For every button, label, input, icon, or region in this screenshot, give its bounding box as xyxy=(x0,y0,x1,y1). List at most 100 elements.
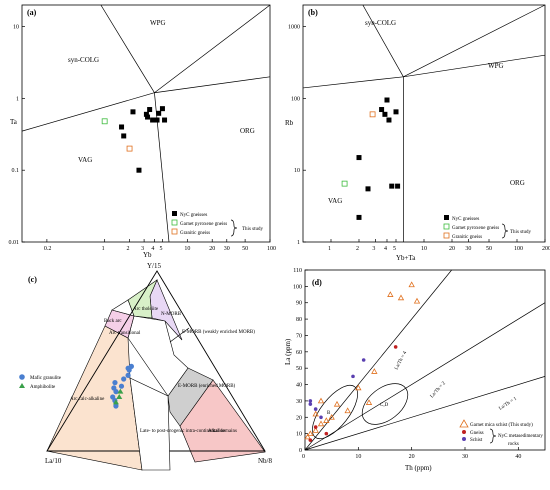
panel-d-point-schist xyxy=(308,402,313,406)
panel-d-ytick-label: 40 xyxy=(296,383,302,389)
panel-d-ratio-line xyxy=(304,269,452,451)
panel-b-point-nyc xyxy=(379,107,385,113)
panel-d-point-garnet xyxy=(387,291,394,297)
panel-d-ytick-label: 90 xyxy=(296,301,302,307)
panel-b-xtick-label: 3 xyxy=(372,246,375,252)
panel-a-point-nyc xyxy=(147,107,153,113)
panel-d-ytick-label: 80 xyxy=(296,317,302,323)
panel-b-field-org: ORG xyxy=(510,179,525,187)
label-late-post: Late- to post-orogenic intra-continental… xyxy=(140,429,237,434)
ellipse-cd-label: C,D xyxy=(380,403,389,408)
panel-d-point-schist xyxy=(313,407,318,411)
panel-b-point-nyc xyxy=(389,183,395,189)
panel-d-point-schist xyxy=(308,399,313,403)
panel-a-xtick-label: 3 xyxy=(141,246,144,252)
legend-d-garnet: Garnet mica schist (This study) xyxy=(470,423,533,428)
panel-d-point-garnet xyxy=(317,397,325,404)
panel-d-point-garnet xyxy=(397,294,405,301)
panel-b-point-gr xyxy=(369,111,376,118)
panel-a-point-nyc xyxy=(156,110,162,116)
panel-b-ytick-label: 10 xyxy=(294,168,300,174)
apex-left: La/10 xyxy=(45,457,62,465)
panel-d-point-garnet xyxy=(371,368,378,374)
panel-d-point-garnet xyxy=(344,407,351,414)
panel-a-point-gr xyxy=(126,145,133,152)
panel-b-field-vag: VAG xyxy=(328,197,342,205)
panel-d-point-garnet xyxy=(365,399,373,405)
legend-c-mafic-marker xyxy=(19,374,25,380)
legend-d-nyc-meta: NyC metasedimentary xyxy=(498,434,543,439)
panel-b-xtick-label: 50 xyxy=(486,246,492,252)
panel-d-point-garnet xyxy=(317,420,325,427)
region-late-post xyxy=(129,377,171,471)
panel-a-field-syncolg: syn-COLG xyxy=(68,56,99,64)
panel-c-point-mafic xyxy=(112,380,118,386)
legend-b-gr: Granitic gneiss xyxy=(452,235,482,240)
panel-a-point-nyc xyxy=(119,124,125,130)
e-morb-arrow xyxy=(169,327,190,343)
panel-d-point-garnet xyxy=(323,417,330,423)
panel-a-boundary-line xyxy=(21,92,155,132)
legend-d-garnet-marker xyxy=(459,419,469,428)
panel-b-point-nyc xyxy=(384,97,390,103)
panel-b-point-gp xyxy=(341,180,348,187)
line-label-2: La/Th = 2 xyxy=(430,381,447,400)
panel-d-ytick-label: 0 xyxy=(299,448,302,454)
panel-b-field-syncolg: syn-COLG xyxy=(365,19,396,27)
panel-d-ylabel: La (ppm) xyxy=(284,338,292,365)
label-arc-transitional: Arc transitional xyxy=(109,331,141,336)
panel-a-boundaries xyxy=(21,4,271,243)
panel-d-point-gneiss xyxy=(393,345,398,349)
panel-d-ratio-line xyxy=(304,302,546,451)
panel-a-xtick-label: 10 xyxy=(184,246,190,252)
panel-b-xtick-label: 10 xyxy=(421,246,427,252)
panel-d-ytick-label: 50 xyxy=(296,366,302,372)
panel-a-field-vag: VAG xyxy=(78,156,92,164)
legend-c-amph-marker xyxy=(19,383,25,388)
panel-b-xtick-label: 4 xyxy=(384,246,387,252)
panel-a-xtick-label: 20 xyxy=(209,246,215,252)
panel-a-boundary-line xyxy=(154,4,271,94)
panel-b-point-nyc xyxy=(393,109,399,115)
panel-c-point-mafic xyxy=(111,385,117,391)
panel-d-point-garnet xyxy=(355,384,362,391)
panel-d-xtick-label: 0 xyxy=(302,454,305,460)
panel-d-point-garnet xyxy=(333,400,341,407)
panel-a-ytick-label: 1 xyxy=(16,96,19,102)
legend-c-mafic: Mafic granulite xyxy=(30,376,62,381)
panel-d-legend: Garnet mica schist (This study) Gneiss S… xyxy=(459,419,543,447)
legend-d-schist: Schist xyxy=(470,438,483,443)
panel-b-legend: NyC gneisses Garnet pyroxene gneiss Gran… xyxy=(443,215,531,240)
panel-b-point-nyc xyxy=(365,186,371,192)
panel-a-ticks: 0.2 1 2 3 4 5 10 20 30 50 100 10 1 0.1 0.01 xyxy=(9,25,277,252)
panel-a-xtick-label: 0.2 xyxy=(44,246,52,252)
panel-d-ratio-line xyxy=(304,376,546,451)
panel-b-ytick-label: 1 xyxy=(297,240,300,246)
panel-a-xtick-label: 1 xyxy=(102,246,105,252)
panel-b-point-nyc xyxy=(356,214,362,220)
label-arc-calc-alkaline: Arc calc-alkaline xyxy=(70,397,105,402)
panel-c-legend: Mafic granulite Amphibolite xyxy=(19,374,62,390)
legend-a-nyc: NyC gneisses xyxy=(180,213,207,218)
panel-c-point-mafic xyxy=(125,365,131,371)
panel-b-boundary-line xyxy=(403,4,546,78)
panel-a-point-nyc xyxy=(150,117,156,123)
panel-b-xtick-label: 2 xyxy=(356,246,359,252)
panel-d-xtick-label: 40 xyxy=(515,454,521,460)
panel-b-frame xyxy=(302,4,546,243)
legend-a-gp: Garnet pyroxene gneiss xyxy=(180,222,227,227)
panel-a-point-nyc xyxy=(136,167,142,173)
legend-a-brace xyxy=(230,219,238,237)
panel-d-point-schist xyxy=(319,415,323,420)
panel-d-point-garnet xyxy=(312,410,319,417)
panel-c-point-mafic xyxy=(121,376,127,382)
ellipse-cd xyxy=(361,383,409,425)
panel-b-point-nyc xyxy=(382,111,388,117)
panel-a-point-gp xyxy=(101,118,108,125)
line-label-4: La/Th = 4 xyxy=(394,350,408,370)
panel-a-ytick-label: 0.1 xyxy=(12,168,20,174)
apex-right: Nb/8 xyxy=(258,457,273,465)
label-n-morb: N-MORB xyxy=(161,312,182,317)
panel-b-xtick-label: 20 xyxy=(449,246,455,252)
